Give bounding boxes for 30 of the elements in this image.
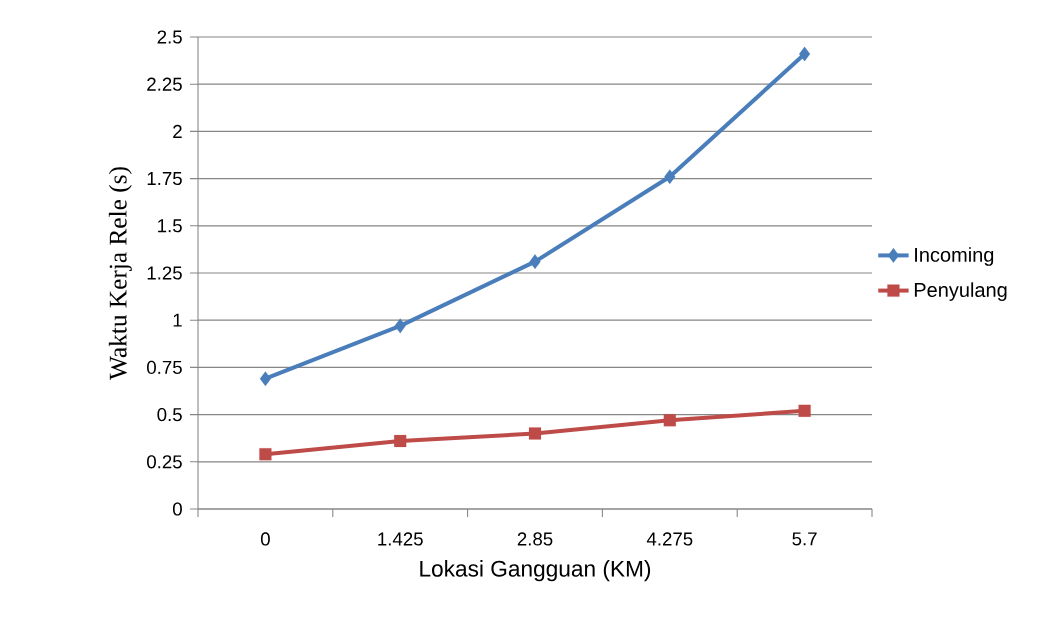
point xyxy=(528,427,542,440)
y-tick-label: 0.75 xyxy=(147,360,182,375)
x-tick-label: 1.425 xyxy=(378,532,423,546)
y-axis-title: Waktu Kerja Rele (s) xyxy=(108,167,132,380)
y-tick-label: 0 xyxy=(172,502,182,516)
x-tick-label: 4.275 xyxy=(646,532,693,546)
y-tick-label: 2 xyxy=(173,124,182,138)
y-tick-label: 1.25 xyxy=(147,266,182,280)
y-tick-label: 1.75 xyxy=(147,172,182,186)
y-tick-label: 0.5 xyxy=(157,407,182,422)
point xyxy=(798,404,811,417)
point xyxy=(663,414,676,427)
point xyxy=(664,169,676,185)
x-tick-label: 0 xyxy=(260,532,270,546)
x-tick-label: 5.7 xyxy=(792,532,817,546)
legend-label: Penyulang xyxy=(914,282,1007,301)
y-tick-label: 1.5 xyxy=(158,219,182,233)
y-tick-label: 2.25 xyxy=(147,77,182,91)
y-tick-label: 0.25 xyxy=(147,455,182,469)
x-axis-title: Lokasi Gangguan (KM) xyxy=(420,560,651,582)
point xyxy=(529,254,541,270)
point xyxy=(259,371,271,387)
point xyxy=(394,434,407,448)
point xyxy=(799,46,811,62)
x-tick-label: 2.85 xyxy=(517,532,553,546)
point xyxy=(259,448,272,461)
y-tick-label: 2.5 xyxy=(157,30,182,44)
point xyxy=(394,318,406,334)
y-tick-label: 1 xyxy=(173,313,182,327)
legend-label: Incoming xyxy=(915,247,994,266)
